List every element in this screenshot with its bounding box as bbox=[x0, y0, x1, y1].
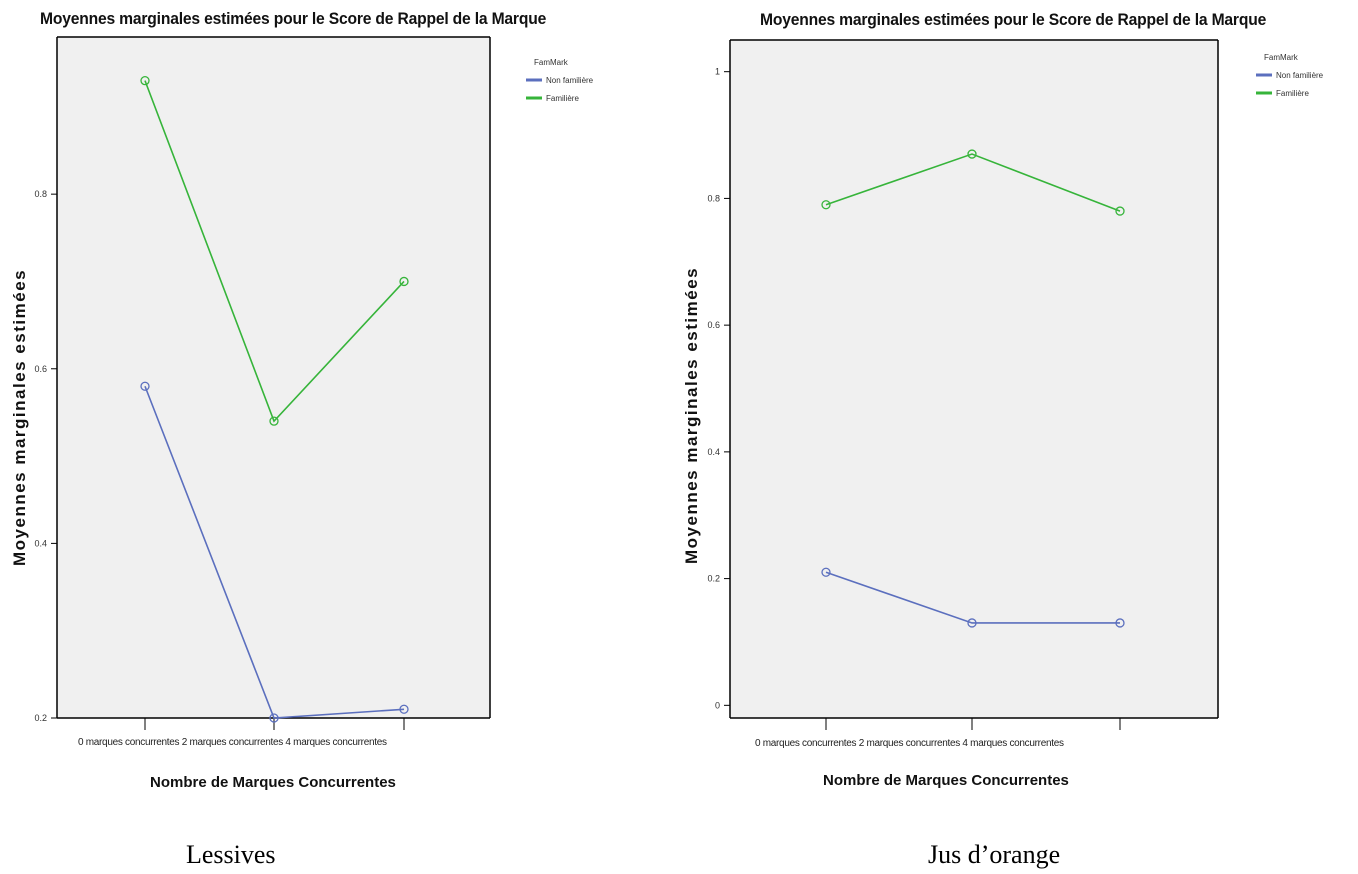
legend-label: Familière bbox=[546, 94, 579, 103]
plot-area bbox=[730, 40, 1218, 718]
y-tick-label: 0.4 bbox=[707, 447, 720, 457]
y-tick-label: 0.8 bbox=[34, 189, 47, 199]
y-tick-label: 0.8 bbox=[707, 193, 720, 203]
y-tick-label: 0.4 bbox=[34, 538, 47, 548]
plot-area bbox=[57, 37, 490, 718]
legend-title: FamMark bbox=[534, 58, 569, 67]
y-tick-label: 0.6 bbox=[34, 364, 47, 374]
legend-label: Non familière bbox=[1276, 71, 1324, 80]
chart-svg-jus-orange: 0 0.2 0.4 0.6 0.8 1 FamMark Non familière Famili… bbox=[680, 0, 1358, 874]
chart-panel-jus-orange: Moyennes marginales estimées pour le Sco… bbox=[680, 0, 1358, 874]
legend-label: Non familière bbox=[546, 76, 594, 85]
y-tick-label: 0.2 bbox=[34, 713, 47, 723]
y-tick-label: 0.6 bbox=[707, 320, 720, 330]
y-tick-label: 0 bbox=[715, 700, 720, 710]
chart-svg-lessives: 0.2 0.4 0.6 0.8 FamMark Non familière Familièr… bbox=[0, 0, 680, 874]
legend-title: FamMark bbox=[1264, 53, 1299, 62]
y-tick-label: 0.2 bbox=[707, 574, 720, 584]
chart-panel-lessives: Moyennes marginales estimées pour le Sco… bbox=[0, 0, 680, 874]
y-tick-label: 1 bbox=[715, 67, 720, 77]
legend-label: Familière bbox=[1276, 89, 1309, 98]
